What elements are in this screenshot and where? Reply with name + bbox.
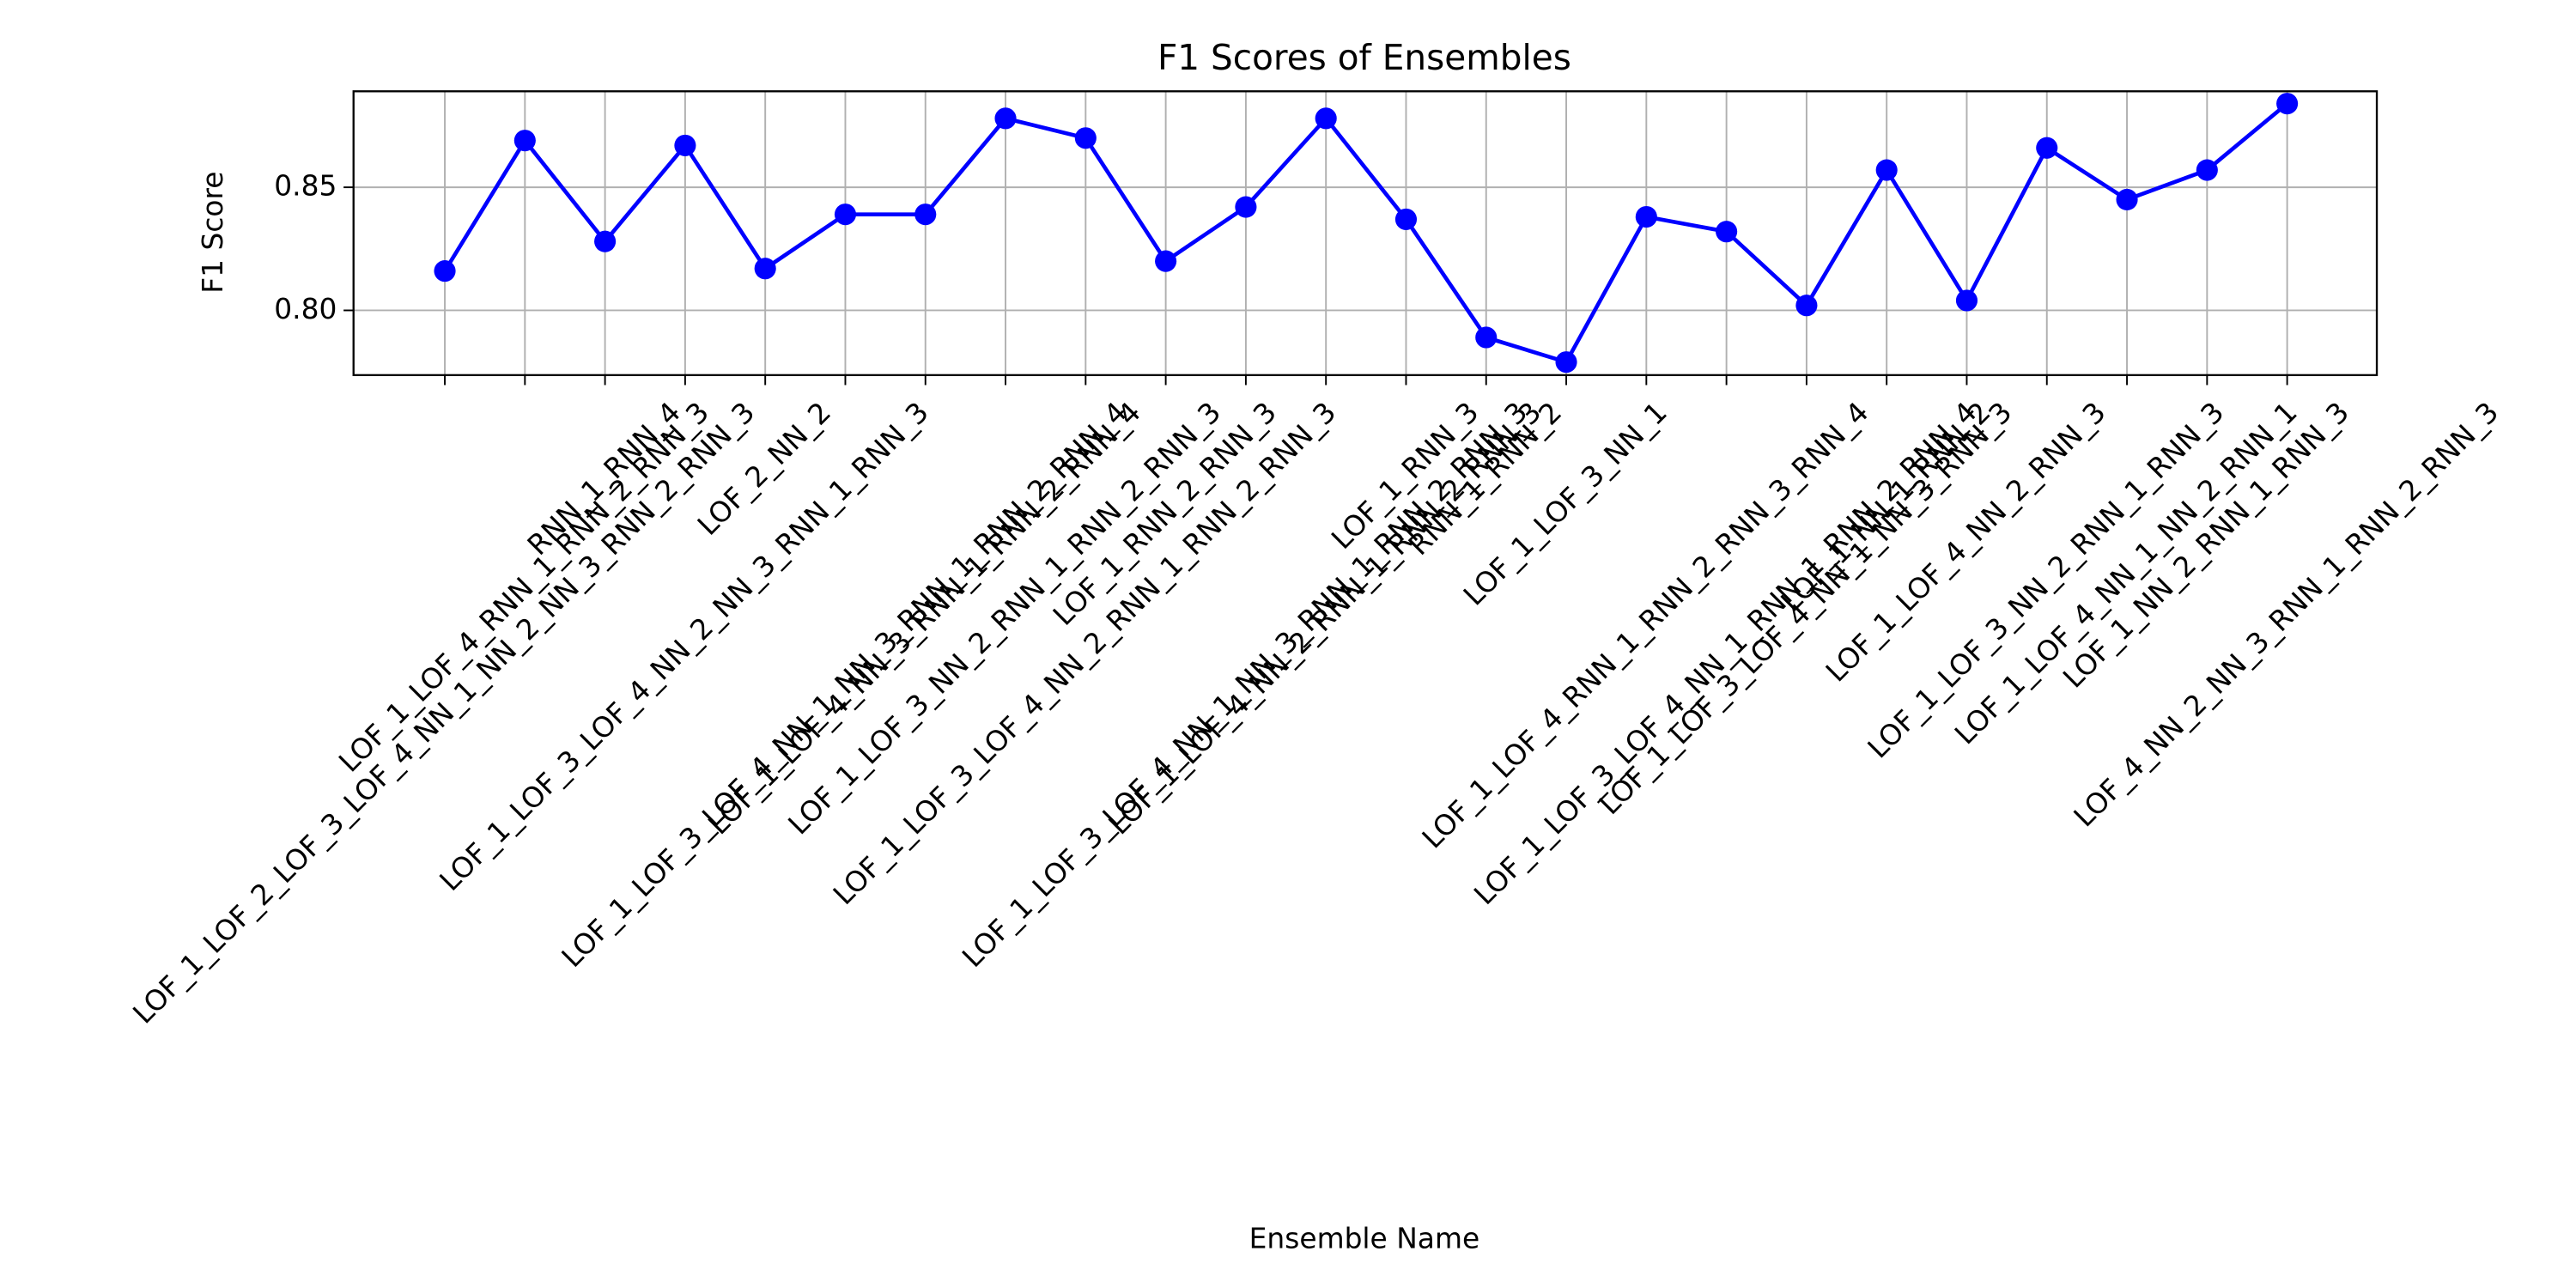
marker <box>1795 295 1818 317</box>
marker <box>2036 137 2058 159</box>
marker <box>994 107 1017 130</box>
marker <box>914 204 937 226</box>
marker <box>2116 188 2138 211</box>
plot-frame <box>352 90 2379 377</box>
marker <box>1394 208 1418 230</box>
y-tick-label: 0.85 <box>274 169 337 203</box>
line <box>443 101 2289 365</box>
marker <box>1955 289 1978 312</box>
marker <box>1555 351 1577 374</box>
marker <box>834 204 857 226</box>
marker <box>2276 93 2299 115</box>
marker <box>1475 326 1498 349</box>
marker <box>1635 205 1657 228</box>
marker <box>1235 196 1257 218</box>
y-axis-label: F1 Score <box>196 171 229 293</box>
marker <box>434 260 456 283</box>
marker <box>1716 221 1738 243</box>
marker <box>754 258 776 280</box>
y-tick-label: 0.80 <box>274 292 337 325</box>
marker <box>2196 159 2218 181</box>
marker <box>513 130 536 152</box>
marker <box>1074 127 1097 149</box>
marker <box>674 134 696 156</box>
chart-title: F1 Scores of Ensembles <box>1157 37 1571 78</box>
marker <box>1155 250 1177 272</box>
marker <box>1315 107 1337 130</box>
marker <box>1875 159 1898 181</box>
x-axis-label: Ensemble Name <box>1249 1222 1480 1255</box>
marker <box>594 230 617 252</box>
